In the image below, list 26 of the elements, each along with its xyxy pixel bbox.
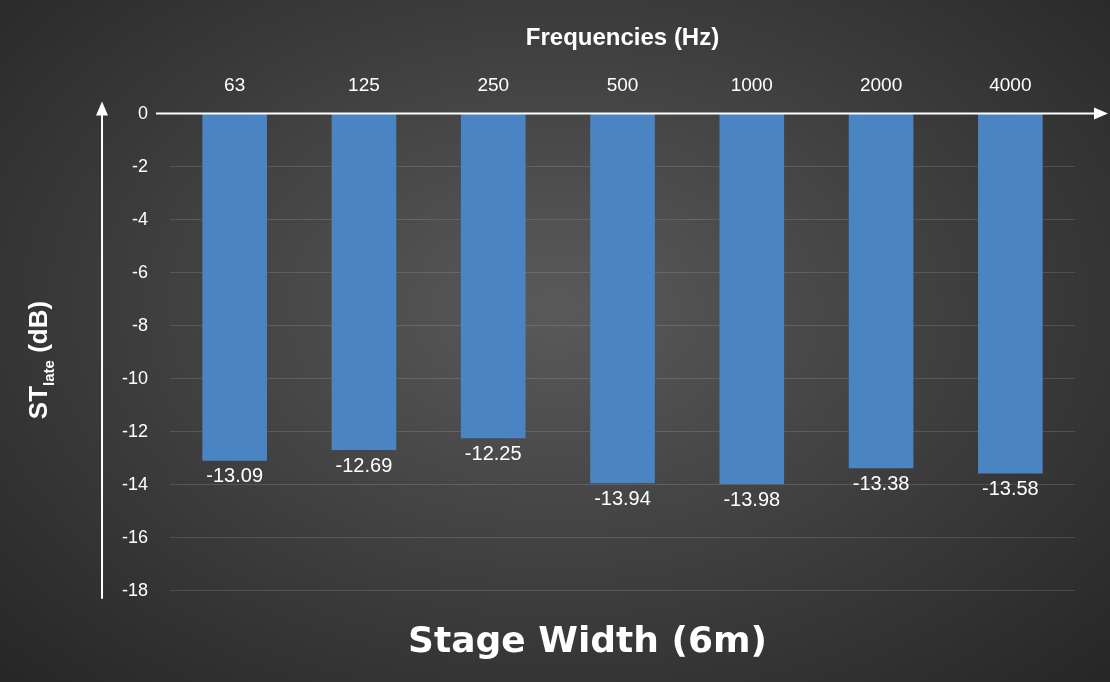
data-label: -12.69 <box>335 453 393 476</box>
y-tick-label: -8 <box>132 314 149 335</box>
text: Stage Width (6m) <box>408 618 767 660</box>
x-tick-label: 1000 <box>730 74 773 96</box>
data-label: -13.94 <box>594 486 651 509</box>
data-label: -13.09 <box>206 464 264 487</box>
x-axis-title: Frequencies (Hz) <box>525 23 720 51</box>
data-label: -13.98 <box>723 487 781 510</box>
x-tick-label: 125 <box>348 74 380 96</box>
y-tick-label: -18 <box>122 579 149 600</box>
x-tick-label: 4000 <box>989 74 1032 96</box>
data-label: -13.38 <box>852 471 910 494</box>
y-tick-label: -2 <box>132 155 149 176</box>
x-tick-label: 63 <box>224 74 246 96</box>
data-label: -12.25 <box>464 441 522 464</box>
data-label: -13.58 <box>982 477 1039 500</box>
y-tick-label: -14 <box>122 473 149 494</box>
y-tick-label: -16 <box>122 526 149 547</box>
y-tick-label: 0 <box>138 102 149 123</box>
y-tick-label: -12 <box>122 420 149 441</box>
x-tick-label: 250 <box>477 74 510 96</box>
y-tick-label: -4 <box>132 208 149 229</box>
y-tick-label: -10 <box>122 367 149 388</box>
x-tick-label: 2000 <box>859 74 903 96</box>
y-tick-label: -6 <box>132 261 149 282</box>
x-tick-label: 500 <box>606 74 639 96</box>
